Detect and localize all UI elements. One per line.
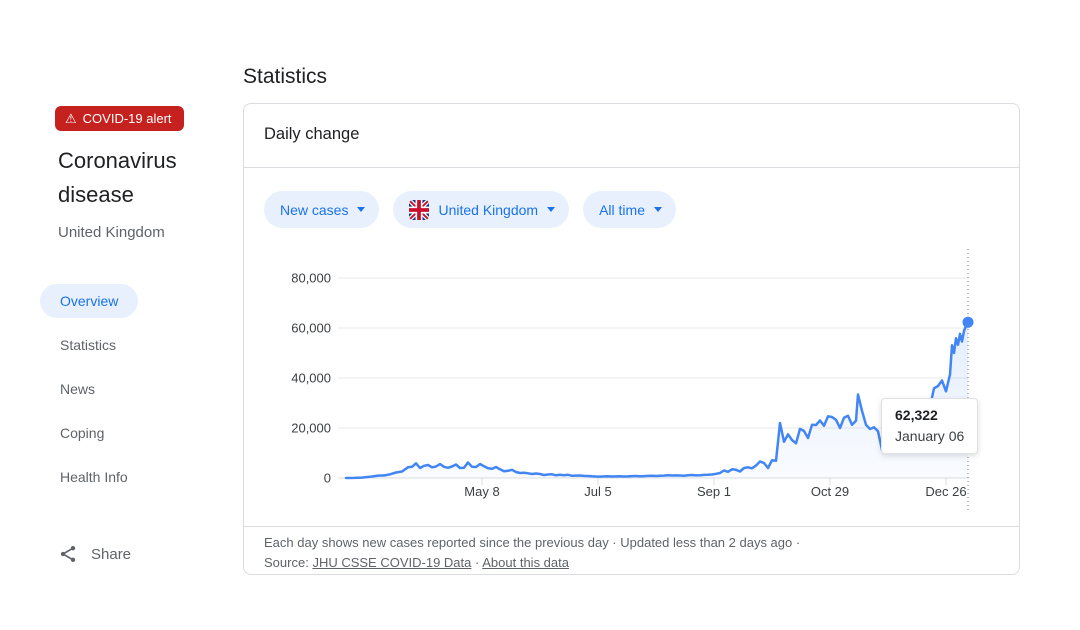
about-data-link[interactable]: About this data <box>482 555 569 570</box>
share-button[interactable]: Share <box>58 540 131 568</box>
card-footer: Each day shows new cases reported since … <box>264 533 999 573</box>
chart-series <box>344 249 974 511</box>
tooltip-value: 62,322 <box>895 407 938 423</box>
chart-axis-labels: 0 20,000 40,000 60,000 80,000 May 8 Jul 5 Sep 1… <box>291 271 966 500</box>
footer-source-line: Source: JHU CSSE COVID-19 Data · About t… <box>264 553 999 573</box>
chevron-down-icon <box>654 207 662 212</box>
svg-text:Dec 26: Dec 26 <box>925 484 966 499</box>
svg-text:20,000: 20,000 <box>291 421 331 436</box>
source-label: Source: <box>264 555 309 570</box>
metric-dropdown[interactable]: New cases <box>264 191 380 228</box>
sidebar-item-statistics[interactable]: Statistics <box>40 323 230 367</box>
sidebar-item-coping[interactable]: Coping <box>40 411 230 455</box>
source-link[interactable]: JHU CSSE COVID-19 Data <box>312 555 472 570</box>
covid-alert-badge: ⚠ COVID-19 alert <box>55 106 184 131</box>
region-dropdown-label: United Kingdom <box>438 201 539 218</box>
page-subtitle: United Kingdom <box>58 224 165 241</box>
chevron-down-icon <box>547 207 556 212</box>
daily-change-chart[interactable]: 0 20,000 40,000 60,000 80,000 May 8 Jul 5 Sep 1… <box>281 249 1021 517</box>
daily-change-card: Daily change New cases United Kingdom Al… <box>243 103 1020 575</box>
chart-tooltip: 62,322 January 06 <box>881 398 979 454</box>
warning-triangle-icon: ⚠ <box>65 111 77 126</box>
dot-separator: · <box>475 555 480 570</box>
card-title: Daily change <box>264 125 360 143</box>
svg-text:0: 0 <box>324 471 331 486</box>
metric-dropdown-label: New cases <box>280 201 349 218</box>
svg-text:Sep 1: Sep 1 <box>697 484 731 499</box>
card-header-divider <box>244 167 1019 168</box>
sidebar-item-health-info[interactable]: Health Info <box>40 455 230 499</box>
share-label: Share <box>91 545 132 563</box>
sidebar-nav: Overview Statistics News Coping Health I… <box>40 279 230 499</box>
sidebar-item-label: News <box>60 381 96 397</box>
page-title: Coronavirus disease <box>58 148 177 207</box>
sidebar-item-overview[interactable]: Overview <box>40 279 230 323</box>
svg-text:Jul 5: Jul 5 <box>584 484 611 499</box>
chevron-down-icon <box>357 207 366 212</box>
svg-text:May 8: May 8 <box>464 484 499 499</box>
share-icon <box>60 546 76 562</box>
footer-description: Each day shows new cases reported since … <box>264 535 801 550</box>
sidebar-item-label: Health Info <box>60 469 128 485</box>
uk-flag-icon <box>409 199 430 220</box>
sidebar-item-label: Coping <box>60 425 105 441</box>
region-dropdown[interactable]: United Kingdom <box>393 191 570 228</box>
covid-alert-label: COVID-19 alert <box>82 111 172 126</box>
tooltip-date: January 06 <box>895 428 965 444</box>
card-footer-divider <box>244 526 1019 527</box>
svg-text:Oct 29: Oct 29 <box>811 484 849 499</box>
time-range-dropdown[interactable]: All time <box>583 191 676 228</box>
sidebar-item-news[interactable]: News <box>40 367 230 411</box>
svg-text:60,000: 60,000 <box>291 321 331 336</box>
sidebar-item-label: Statistics <box>60 337 117 353</box>
svg-text:40,000: 40,000 <box>291 371 331 386</box>
sidebar-item-label: Overview <box>40 284 139 318</box>
svg-text:80,000: 80,000 <box>291 271 331 286</box>
chart-filter-chips: New cases United Kingdom All time <box>264 191 676 228</box>
section-heading: Statistics <box>243 65 328 88</box>
time-range-dropdown-label: All time <box>599 201 645 218</box>
